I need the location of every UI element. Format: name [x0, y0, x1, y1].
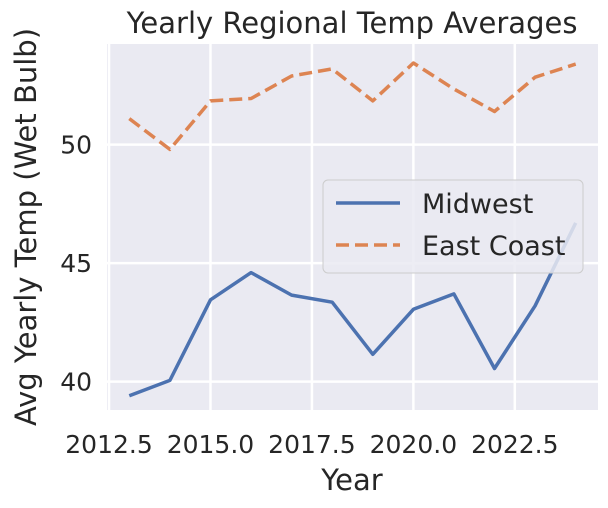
legend: Midwest East Coast	[322, 179, 584, 274]
series-line-midwest	[128, 222, 578, 398]
y-tick-label: 45	[60, 249, 92, 278]
y-tick-label: 50	[60, 131, 92, 160]
series-lines	[128, 61, 578, 398]
x-tick-label: 2012.5	[65, 430, 152, 459]
x-tick-label: 2015.0	[167, 430, 254, 459]
y-tick-labels: 40 45 50	[60, 131, 92, 397]
legend-label-midwest: Midwest	[422, 189, 533, 220]
x-tick-label: 2020.0	[370, 430, 457, 459]
chart-title: Yearly Regional Temp Averages	[126, 6, 578, 40]
x-axis-label: Year	[320, 463, 382, 497]
x-tick-labels: 2012.5 2015.0 2017.5 2020.0 2022.5	[65, 430, 558, 459]
x-tick-label: 2022.5	[471, 430, 558, 459]
y-tick-label: 40	[60, 368, 92, 397]
series-line-east-coast	[128, 61, 577, 152]
x-tick-label: 2017.5	[268, 430, 355, 459]
y-axis-label: Avg Yearly Temp (Wet Bulb)	[9, 28, 43, 426]
legend-label-east-coast: East Coast	[422, 231, 565, 262]
